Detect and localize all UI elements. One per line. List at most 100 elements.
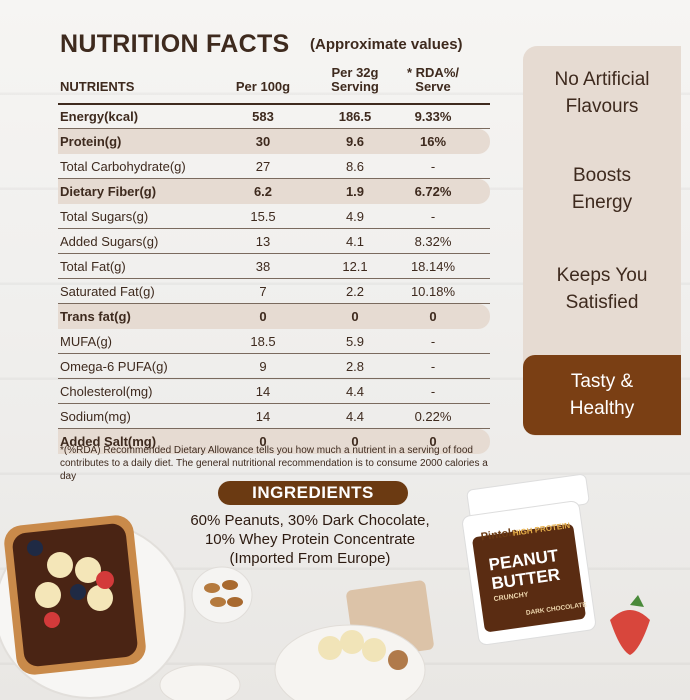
value-rda: 10.18%: [410, 284, 456, 299]
feature-line: No Artificial: [554, 69, 650, 90]
feature-tasty-healthy: Tasty & Healthy: [523, 368, 681, 422]
value-per100: 13: [255, 234, 271, 249]
blueberry-icon: [27, 540, 86, 600]
nutrient-name: Total Sugars(g): [60, 209, 149, 224]
nutrient-name: Total Fat(g): [60, 259, 126, 274]
table-row: Dietary Fiber(g) 6.2 1.9 6.72%: [58, 179, 490, 204]
value-rda: -: [430, 334, 436, 349]
feature-no-artificial-flavours: No Artificial Flavours: [523, 66, 681, 120]
value-per100: 27: [255, 159, 271, 174]
table-row: Saturated Fat(g) 7 2.2 10.18%: [58, 279, 490, 304]
nutrient-name: Cholesterol(mg): [60, 384, 153, 399]
value-rda: 9.33%: [414, 109, 452, 124]
value-rda: 18.14%: [410, 259, 456, 274]
value-per100: 14: [255, 384, 271, 399]
value-rda: -: [430, 159, 436, 174]
value-per32: 9.6: [345, 134, 365, 149]
feature-line: Flavours: [565, 96, 639, 117]
ingredients-heading: INGREDIENTS: [218, 481, 408, 505]
ingredients-line-1: 60% Peanuts, 30% Dark Chocolate,: [190, 512, 430, 529]
value-per32: 12.1: [342, 259, 368, 274]
header-per32-line2: Serving: [331, 79, 379, 94]
table-row: Protein(g) 30 9.6 16%: [58, 129, 490, 154]
nutrition-subtitle: (Approximate values): [310, 36, 463, 53]
footnote-line-1: *(%RDA) Recommended Dietary Allowance te…: [60, 445, 473, 456]
header-per32: Per 32g Serving: [320, 66, 390, 94]
table-row: MUFA(g) 18.5 5.9 -: [58, 329, 490, 354]
value-per32: 2.2: [345, 284, 365, 299]
value-per100: 7: [259, 284, 267, 299]
table-row: Total Carbohydrate(g) 27 8.6 -: [58, 154, 490, 179]
value-per32: 4.4: [345, 384, 365, 399]
table-row: Sodium(mg) 14 4.4 0.22%: [58, 404, 490, 429]
nutrient-name: Added Sugars(g): [60, 234, 159, 249]
value-per100: 0: [259, 434, 267, 449]
header-rda: * RDA%/ Serve: [398, 66, 468, 94]
header-rule: [58, 103, 490, 105]
table-row: Omega-6 PUFA(g) 9 2.8 -: [58, 354, 490, 379]
value-rda: 16%: [419, 134, 447, 149]
small-bowl-icon: [159, 664, 241, 700]
nutrition-table: Energy(kcal) 583 186.5 9.33% Protein(g) …: [58, 104, 490, 454]
value-per100: 0: [259, 309, 267, 324]
table-row: Trans fat(g) 0 0 0: [58, 304, 490, 329]
ingredients-list: 60% Peanuts, 30% Dark Chocolate, 10% Whe…: [150, 511, 470, 568]
value-rda: 0.22%: [414, 409, 452, 424]
value-rda: -: [430, 384, 436, 399]
jar-variant: CRUNCHY: [493, 591, 529, 603]
jar-brand: Pintola: [480, 526, 519, 543]
value-per32: 4.9: [345, 209, 365, 224]
value-per32: 0: [351, 309, 359, 324]
value-per100: 9: [259, 359, 267, 374]
nutrient-name: Total Carbohydrate(g): [60, 159, 186, 174]
footnote-line-2: contributes to a daily diet. The general…: [60, 458, 488, 482]
almond-bowl-icon: [191, 566, 253, 624]
header-rda-line1: * RDA%/: [406, 65, 459, 80]
nutrient-name: Saturated Fat(g): [60, 284, 155, 299]
nutrient-name: Added Salt(mg): [60, 434, 157, 449]
strawberry-icon: [44, 571, 650, 655]
value-per100: 15.5: [250, 209, 276, 224]
ingredients-line-2: 10% Whey Protein Concentrate: [204, 531, 416, 548]
nutrient-name: Sodium(mg): [60, 409, 131, 424]
feature-line: Boosts: [572, 165, 632, 186]
table-row: Total Fat(g) 38 12.1 18.14%: [58, 254, 490, 279]
feature-boosts-energy: Boosts Energy: [523, 162, 681, 216]
nutrient-name: Trans fat(g): [60, 309, 131, 324]
header-nutrients: NUTRIENTS: [60, 79, 135, 94]
feature-line: Energy: [571, 192, 633, 213]
value-rda: -: [430, 209, 436, 224]
feature-line: Healthy: [569, 398, 635, 419]
feature-keeps-you-satisfied: Keeps You Satisfied: [523, 262, 681, 316]
value-per32: 2.8: [345, 359, 365, 374]
rda-footnote: *(%RDA) Recommended Dietary Allowance te…: [60, 444, 500, 483]
value-rda: -: [430, 359, 436, 374]
food-illustration: Pintola HIGH PROTEIN PEANUT BUTTER CRUNC…: [0, 474, 650, 700]
nutrition-title: NUTRITION FACTS: [60, 30, 290, 58]
value-per32: 4.4: [345, 409, 365, 424]
header-per100: Per 100g: [235, 79, 291, 94]
value-per32: 1.9: [345, 184, 365, 199]
banana-slices-icon: [35, 552, 113, 611]
value-rda: 0: [429, 434, 437, 449]
value-per100: 38: [255, 259, 271, 274]
value-per32: 0: [351, 434, 359, 449]
nutrient-name: Dietary Fiber(g): [60, 184, 157, 199]
table-row: Total Sugars(g) 15.5 4.9 -: [58, 204, 490, 229]
ingredients-line-3: (Imported From Europe): [229, 550, 391, 567]
header-per32-line1: Per 32g: [331, 65, 379, 80]
value-per100: 14: [255, 409, 271, 424]
table-row: Energy(kcal) 583 186.5 9.33%: [58, 104, 490, 129]
feature-highlight-box: [523, 355, 681, 435]
feature-line: Satisfied: [565, 292, 639, 313]
value-rda: 0: [429, 309, 437, 324]
value-rda: 8.32%: [414, 234, 452, 249]
table-row: Added Salt(mg) 0 0 0: [58, 429, 490, 454]
value-per100: 583: [252, 109, 274, 124]
nutrient-name: MUFA(g): [60, 334, 112, 349]
granola-bowl-icon: [274, 580, 434, 700]
value-per100: 18.5: [250, 334, 276, 349]
peanut-butter-jar-icon: Pintola HIGH PROTEIN PEANUT BUTTER CRUNC…: [462, 474, 596, 646]
value-per32: 4.1: [345, 234, 365, 249]
value-per100: 6.2: [253, 184, 273, 199]
